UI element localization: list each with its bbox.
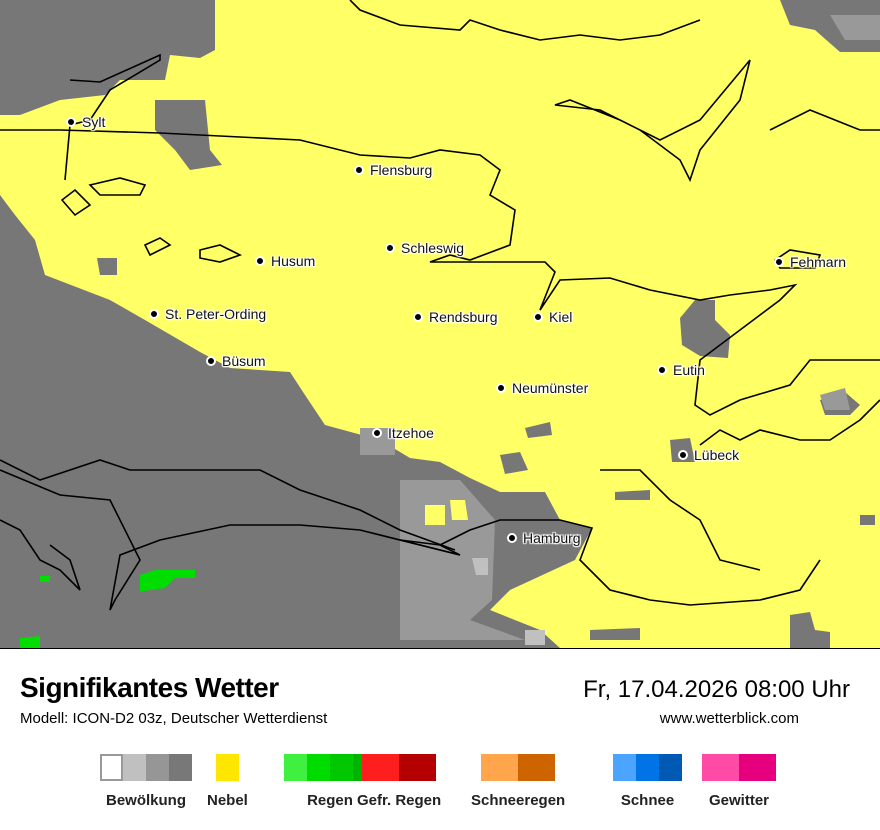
city-name: Büsum [222, 353, 266, 369]
city-name: Fehmarn [790, 254, 847, 270]
map-canvas [0, 0, 880, 648]
legend-swatch [518, 754, 556, 781]
legend-label: Gefr. Regen [357, 792, 442, 809]
legend-swatches [215, 754, 239, 781]
city-dot-icon [678, 450, 688, 460]
city-name: Flensburg [370, 162, 433, 178]
legend-swatches [481, 754, 556, 781]
city-dot-icon [206, 356, 216, 366]
legend-item: Gefr. Regen [357, 754, 441, 809]
legend-swatch [636, 754, 659, 781]
city-marker: Schleswig [385, 240, 464, 256]
legend-label: Schnee [620, 792, 675, 809]
city-dot-icon [255, 256, 265, 266]
legend-swatch [100, 754, 123, 781]
legend-label: Schneeregen [471, 792, 566, 809]
city-marker: Flensburg [354, 162, 432, 178]
city-name: Hamburg [523, 530, 581, 546]
city-name: Neumünster [512, 380, 589, 396]
city-name: Lübeck [694, 447, 740, 463]
city-marker: Itzehoe [372, 425, 434, 441]
legend-swatches [100, 754, 192, 781]
city-dot-icon [354, 165, 364, 175]
city-marker: Rendsburg [413, 309, 498, 325]
cloud-light-areas [472, 558, 545, 645]
legend-swatch [215, 754, 239, 781]
city-marker: Husum [255, 253, 315, 269]
city-marker: Sylt [66, 114, 105, 130]
model-info: Modell: ICON-D2 03z, Deutscher Wetterdie… [20, 710, 328, 727]
legend-item: Schneeregen [471, 754, 565, 809]
legend-swatch [146, 754, 169, 781]
legend-swatch [399, 754, 437, 781]
legend-swatch [362, 754, 400, 781]
city-name: Rendsburg [429, 309, 498, 325]
city-dot-icon [385, 243, 395, 253]
city-dot-icon [533, 312, 543, 322]
city-dot-icon [413, 312, 423, 322]
legend-label: Gewitter [708, 792, 769, 809]
city-dot-icon [657, 365, 667, 375]
legend-item: Nebel [207, 754, 248, 809]
fog-holes [425, 500, 468, 525]
city-name: Husum [271, 253, 316, 269]
forecast-datetime: Fr, 17.04.2026 08:00 Uhr [583, 676, 850, 703]
city-dot-icon [66, 117, 76, 127]
legend-swatches [613, 754, 682, 781]
weather-map: Sylt Flensburg Husum Schleswig Fehmarn St. Pe… [0, 0, 880, 649]
legend-swatches [362, 754, 437, 781]
city-name: Eutin [673, 362, 705, 378]
legend-swatch [307, 754, 330, 781]
city-marker: Fehmarn [774, 254, 846, 270]
legend-swatch [481, 754, 519, 781]
coastlines [0, 0, 880, 611]
city-dot-icon [507, 533, 517, 543]
city-name: Schleswig [401, 240, 465, 256]
city-marker: Lübeck [678, 447, 739, 463]
city-name: Sylt [82, 114, 106, 130]
legend-item: Bewölkung [100, 754, 192, 809]
legend-label: Bewölkung [105, 792, 186, 809]
city-marker: Hamburg [507, 530, 581, 546]
website-link[interactable]: www.wetterblick.com [659, 710, 799, 727]
legend-swatch [739, 754, 776, 781]
legend-item: Schnee [613, 754, 682, 809]
legend-item: Gewitter [702, 754, 776, 809]
city-name: St. Peter-Ording [165, 306, 267, 322]
rain-areas [20, 570, 195, 648]
legend-swatch [284, 754, 307, 781]
city-dot-icon [149, 309, 159, 319]
city-marker: Neumünster [496, 380, 588, 396]
city-dot-icon [774, 257, 784, 267]
legend-label: Nebel [207, 792, 248, 809]
legend-label: Regen [307, 792, 353, 809]
legend-swatch [613, 754, 636, 781]
city-marker: Büsum [206, 353, 266, 369]
city-name: Itzehoe [388, 425, 434, 441]
legend-swatch [330, 754, 353, 781]
map-title: Signifikantes Wetter [20, 672, 279, 703]
legend-swatch [169, 754, 192, 781]
city-marker: Kiel [533, 309, 572, 325]
legend-swatches [702, 754, 776, 781]
city-name: Kiel [549, 309, 573, 325]
legend-swatch [702, 754, 739, 781]
city-dot-icon [372, 428, 382, 438]
legend-swatch [659, 754, 682, 781]
city-marker: St. Peter-Ording [149, 306, 266, 322]
city-dot-icon [496, 383, 506, 393]
legend-swatch [123, 754, 146, 781]
city-marker: Eutin [657, 362, 705, 378]
